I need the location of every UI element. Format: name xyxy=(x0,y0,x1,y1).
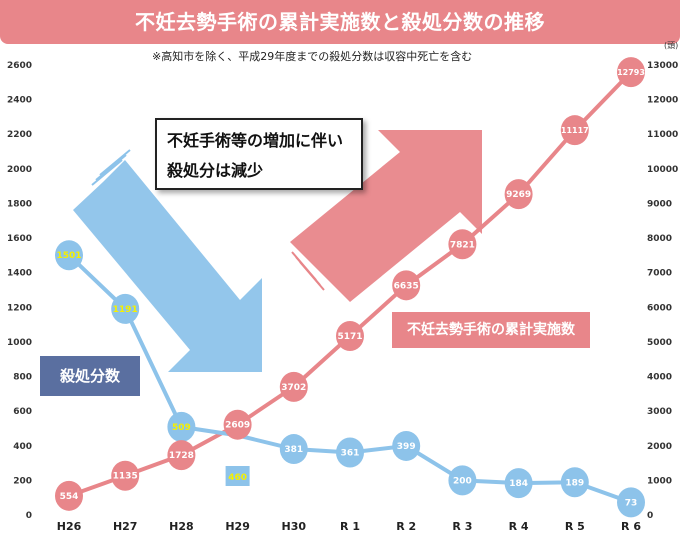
increase-arrow-shape xyxy=(290,130,482,302)
kill-point-marker xyxy=(617,487,645,518)
tnr-point-label: 7821 xyxy=(450,240,475,250)
tnr-point-marker xyxy=(336,321,364,352)
tnr-point-label: 11117 xyxy=(561,126,589,135)
kill-point-marker xyxy=(392,430,421,461)
x-axis-tick-label: H30 xyxy=(282,520,307,533)
right-axis-tick-label: 10000 xyxy=(647,165,678,175)
x-axis-tick-label: R 1 xyxy=(340,520,360,533)
x-axis-tick-label: H27 xyxy=(113,520,138,533)
right-axis-tick-label: 12000 xyxy=(647,96,678,106)
tnr-point-label: 9269 xyxy=(506,190,531,200)
kill-point-marker xyxy=(560,467,589,498)
kill-series-label: 殺処分数 xyxy=(40,356,140,396)
tnr-point-marker xyxy=(560,115,589,146)
chart-title: 不妊去勢手術の累計実施数と殺処分数の推移 xyxy=(135,10,545,34)
right-axis-tick-label: 1000 xyxy=(647,476,672,486)
kill-point-label: 200 xyxy=(453,476,472,486)
kill-point-marker xyxy=(167,411,196,442)
x-axis-tick-label: H29 xyxy=(225,520,250,533)
right-axis-tick-label: 6000 xyxy=(647,303,672,313)
left-axis-tick-label: 800 xyxy=(13,373,32,383)
right-axis-tick-label: 0 xyxy=(647,511,653,521)
decrease-arrow-stripe xyxy=(99,149,131,176)
kill-point-marker xyxy=(55,240,83,271)
kill-point-label: 189 xyxy=(565,478,584,488)
x-axis-tick-label: R 5 xyxy=(565,520,585,533)
kill-point-label: 361 xyxy=(341,449,360,459)
left-axis-tick-label: 1200 xyxy=(7,303,32,313)
kill-point-label: 1501 xyxy=(56,251,81,261)
tnr-point-marker xyxy=(111,460,140,491)
left-axis-tick-label: 600 xyxy=(13,407,32,417)
right-axis-tick-label: 7000 xyxy=(647,269,672,279)
tnr-point-marker xyxy=(617,57,645,88)
right-axis-tick-label: 3000 xyxy=(647,407,672,417)
tnr-point-marker xyxy=(392,270,421,301)
left-axis-tick-label: 1600 xyxy=(7,234,32,244)
kill-point-marker xyxy=(225,466,250,486)
left-axis-tick-label: 1400 xyxy=(7,269,32,279)
right-axis-tick-label: 11000 xyxy=(647,130,678,140)
x-axis-tick-label: R 2 xyxy=(396,520,416,533)
left-axis-tick-label: 200 xyxy=(13,476,32,486)
kill-point-label: 460 xyxy=(228,473,247,483)
title-banner xyxy=(0,0,680,44)
right-axis-tick-label: 4000 xyxy=(647,373,672,383)
decrease-arrow-stripe xyxy=(91,159,123,186)
right-axis-tick-label: 2000 xyxy=(647,442,672,452)
x-axis-tick-label: H28 xyxy=(169,520,194,533)
kill-point-label: 1191 xyxy=(113,305,138,315)
left-axis-tick-label: 2000 xyxy=(7,165,32,175)
tnr-point-label: 554 xyxy=(60,492,79,502)
tnr-point-marker xyxy=(279,371,308,402)
reduction-annotation-line-2: 殺処分は減少 xyxy=(167,161,264,180)
tnr-point-label: 6635 xyxy=(394,281,419,291)
tnr-point-marker xyxy=(223,409,252,440)
x-axis-tick-label: R 4 xyxy=(509,520,529,533)
right-axis-tick-label: 9000 xyxy=(647,199,672,209)
tnr-point-label: 1728 xyxy=(169,451,194,461)
right-axis-tick-label: 5000 xyxy=(647,338,672,348)
left-axis-tick-label: 1000 xyxy=(7,338,32,348)
kill-point-marker xyxy=(111,293,140,324)
tnr-point-marker xyxy=(167,440,196,471)
chart-note: ※高知市を除く、平成29年度までの殺処分数は収容中死亡を含む xyxy=(152,50,473,63)
kill-point-label: 184 xyxy=(509,479,528,489)
left-axis-tick-label: 2400 xyxy=(7,96,32,106)
left-axis-tick-label: 2200 xyxy=(7,130,32,140)
x-axis-tick-label: H26 xyxy=(57,520,82,533)
reduction-annotation-line-1: 不妊手術等の増加に伴い xyxy=(167,131,344,150)
increase-arrow-stripe xyxy=(291,251,317,281)
kill-point-marker xyxy=(336,437,364,468)
kill-point-label: 381 xyxy=(284,445,303,455)
tnr-point-marker xyxy=(55,480,83,511)
tnr-point-marker xyxy=(448,229,477,260)
tnr-series-label: 不妊去勢手術の累計実施数 xyxy=(392,312,590,348)
right-axis-tick-label: 8000 xyxy=(647,234,672,244)
tnr-point-label: 12793 xyxy=(617,68,645,77)
decrease-arrow-stripe xyxy=(95,154,127,181)
tnr-point-label: 5171 xyxy=(337,332,362,342)
tnr-point-label: 3702 xyxy=(281,383,306,393)
kill-point-marker xyxy=(504,468,533,499)
x-axis-tick-label: R 6 xyxy=(621,520,641,533)
left-axis-tick-label: 1800 xyxy=(7,199,32,209)
left-axis-tick-label: 400 xyxy=(13,442,32,452)
kill-point-marker xyxy=(279,434,308,465)
kill-point-marker xyxy=(448,465,477,496)
tnr-point-label: 2609 xyxy=(225,421,250,431)
reduction-annotation-box: 不妊手術等の増加に伴い 殺処分は減少 xyxy=(155,118,363,190)
right-axis-tick-label: 13000 xyxy=(647,61,678,71)
tnr-point-label: 1135 xyxy=(113,472,138,482)
right-axis-unit: (頭) xyxy=(664,41,678,50)
left-axis-tick-label: 0 xyxy=(26,511,32,521)
kill-point-label: 73 xyxy=(625,498,638,508)
tnr-point-marker xyxy=(504,179,533,210)
left-axis-tick-label: 2600 xyxy=(7,61,32,71)
kill-point-label: 509 xyxy=(172,423,191,433)
kill-point-label: 399 xyxy=(397,442,416,452)
decrease-arrow-shape xyxy=(73,160,262,372)
x-axis-tick-label: R 3 xyxy=(452,520,472,533)
